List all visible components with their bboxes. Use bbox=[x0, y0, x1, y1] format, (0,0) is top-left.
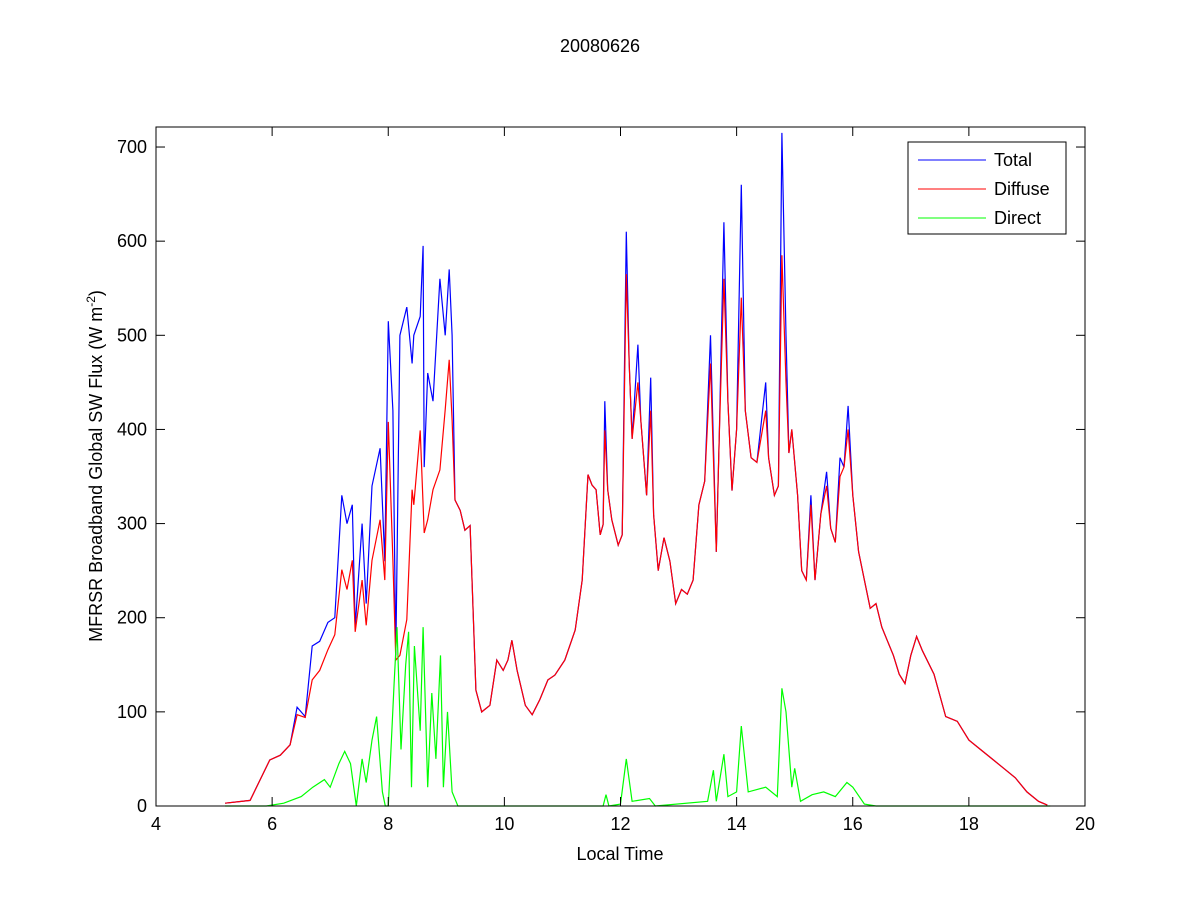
series-line-direct bbox=[225, 627, 1051, 807]
chart-title: 20080626 bbox=[560, 36, 640, 56]
x-tick-label: 20 bbox=[1075, 814, 1095, 834]
y-tick-label: 100 bbox=[117, 702, 147, 722]
x-tick-label: 14 bbox=[727, 814, 747, 834]
y-tick-label: 300 bbox=[117, 514, 147, 534]
x-axis-label: Local Time bbox=[576, 844, 663, 864]
plot-background bbox=[156, 127, 1085, 806]
y-tick-label: 0 bbox=[137, 796, 147, 816]
y-axis-label-sup: -2 bbox=[84, 296, 98, 307]
legend-label-direct: Direct bbox=[994, 208, 1041, 228]
x-tick-label: 8 bbox=[383, 814, 393, 834]
x-tick-label: 16 bbox=[843, 814, 863, 834]
legend: Total Diffuse Direct bbox=[907, 141, 1067, 235]
x-tick-label: 10 bbox=[494, 814, 514, 834]
y-tick-label: 400 bbox=[117, 419, 147, 439]
y-tick-label: 500 bbox=[117, 325, 147, 345]
x-tick-label: 4 bbox=[151, 814, 161, 834]
x-tick-label: 6 bbox=[267, 814, 277, 834]
legend-label-diffuse: Diffuse bbox=[994, 179, 1050, 199]
y-tick-label: 700 bbox=[117, 137, 147, 157]
y-tick-label: 200 bbox=[117, 608, 147, 628]
y-axis-label-main: MFRSR Broadband Global SW Flux (W m bbox=[86, 307, 106, 642]
legend-box bbox=[907, 141, 1067, 235]
y-axis-label-end: ) bbox=[86, 290, 106, 296]
legend-label-total: Total bbox=[994, 150, 1032, 170]
x-tick-label: 12 bbox=[610, 814, 630, 834]
y-tick-label: 600 bbox=[117, 231, 147, 251]
x-tick-label: 18 bbox=[959, 814, 979, 834]
series-layer bbox=[225, 132, 1051, 807]
y-axis-label: MFRSR Broadband Global SW Flux (W m-2) bbox=[84, 290, 106, 642]
